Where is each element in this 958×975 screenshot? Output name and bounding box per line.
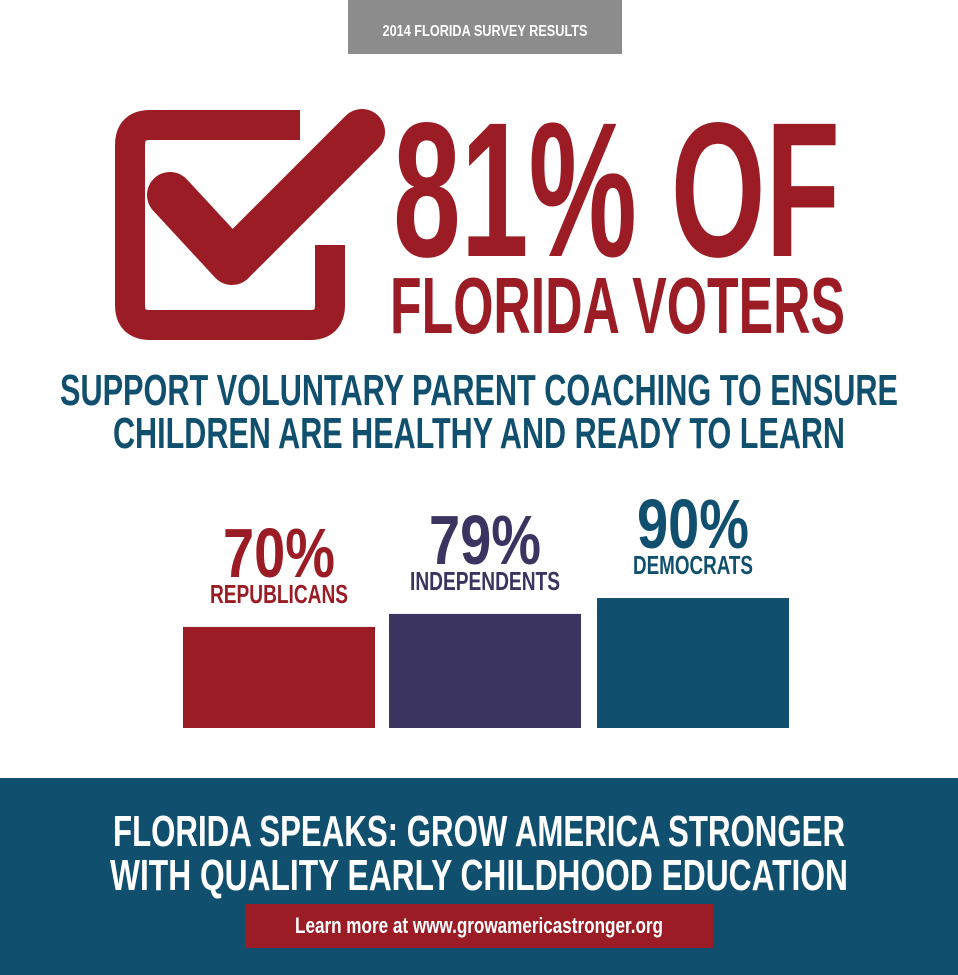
bar-chart: 70%REPUBLICANS 79%INDEPENDENTS 90%DEMOCRAT… (183, 485, 789, 728)
checkbox-icon (115, 110, 345, 340)
check-mark-icon (147, 109, 385, 285)
footer-title-line: FLORIDA SPEAKS: GROW AMERICA STRONGER (113, 807, 845, 856)
footer-title-line: WITH QUALITY EARLY CHILDHOOD EDUCATION (110, 851, 848, 900)
bar (183, 626, 375, 728)
value-label: 70% (223, 514, 335, 592)
category-label: DEMOCRATS (633, 550, 753, 580)
link-text[interactable]: Learn more at www.growamericastronger.or… (295, 913, 663, 938)
subtitle-line: SUPPORT VOLUNTARY PARENT COACHING TO ENS… (60, 366, 898, 415)
value-label: 79% (429, 501, 541, 579)
headline-line-2: FLORIDA VOTERS (390, 261, 845, 350)
badge-background (348, 0, 622, 54)
category-label: REPUBLICANS (210, 579, 348, 609)
headline-line-1: 81% OF (393, 82, 840, 297)
badge-text: 2014 FLORIDA SURVEY RESULTS (383, 23, 588, 40)
bar (389, 613, 581, 728)
subtitle-line: CHILDREN ARE HEALTHY AND READY TO LEARN (113, 409, 845, 458)
category-label: INDEPENDENTS (410, 566, 560, 596)
link-button[interactable] (245, 904, 713, 948)
value-label: 90% (637, 485, 749, 563)
bar (597, 598, 789, 728)
